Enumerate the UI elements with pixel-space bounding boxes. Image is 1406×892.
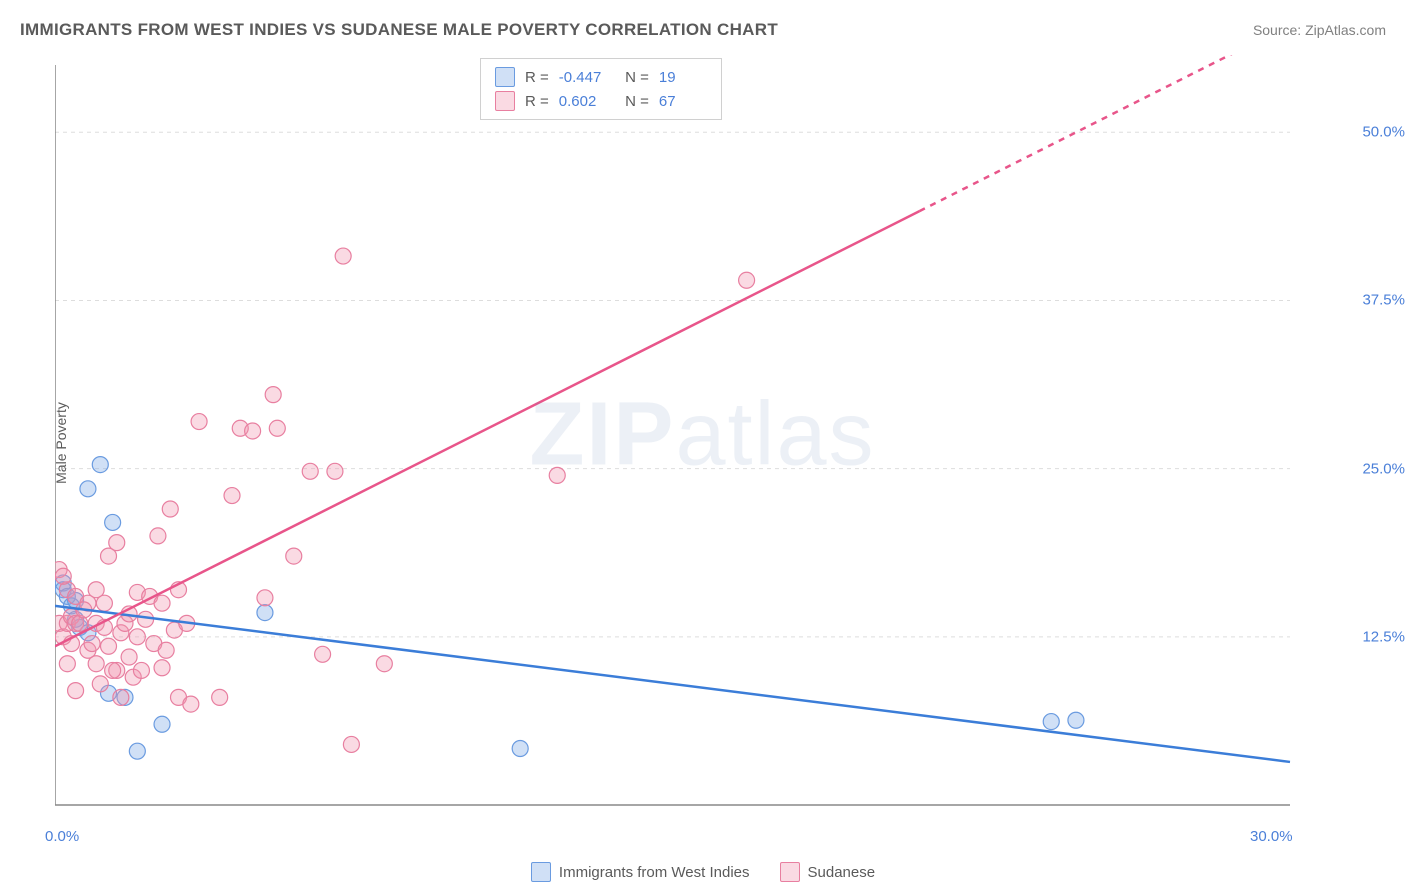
- sudanese-legend-swatch: [780, 862, 800, 882]
- west_indies-point: [1068, 712, 1084, 728]
- sudanese-point: [212, 689, 228, 705]
- stats-row-sudanese: R = 0.602 N = 67: [495, 89, 707, 113]
- header: IMMIGRANTS FROM WEST INDIES VS SUDANESE …: [20, 20, 1386, 40]
- west_indies-point: [1043, 714, 1059, 730]
- legend-item-sudanese: Sudanese: [780, 862, 876, 882]
- stats-row-west_indies: R = -0.447 N = 19: [495, 65, 707, 89]
- sudanese-point: [224, 488, 240, 504]
- sudanese-point: [96, 595, 112, 611]
- sudanese-point: [138, 611, 154, 627]
- y-tick-label: 25.0%: [1362, 460, 1405, 477]
- sudanese-point: [92, 676, 108, 692]
- sudanese-point: [129, 629, 145, 645]
- sudanese-point: [55, 568, 71, 584]
- y-axis-label: Male Poverty: [53, 402, 69, 484]
- x-tick-label: 0.0%: [45, 828, 79, 845]
- west_indies-point: [92, 457, 108, 473]
- legend-label: Sudanese: [808, 864, 876, 881]
- sudanese-point: [154, 595, 170, 611]
- sudanese-point: [315, 646, 331, 662]
- west_indies-point: [154, 716, 170, 732]
- west_indies-point: [257, 605, 273, 621]
- sudanese-point: [327, 463, 343, 479]
- sudanese-trend-line: [55, 211, 920, 646]
- y-tick-label: 50.0%: [1362, 124, 1405, 141]
- bottom-legend: Immigrants from West Indies Sudanese: [0, 862, 1406, 882]
- n-label: N =: [617, 93, 649, 110]
- y-tick-label: 12.5%: [1362, 628, 1405, 645]
- sudanese-point: [150, 528, 166, 544]
- r-value: 0.602: [559, 93, 607, 110]
- sudanese-point: [133, 662, 149, 678]
- sudanese-point: [162, 501, 178, 517]
- sudanese-point: [335, 248, 351, 264]
- sudanese-point: [183, 696, 199, 712]
- sudanese-point: [191, 414, 207, 430]
- legend-label: Immigrants from West Indies: [559, 864, 750, 881]
- sudanese-point: [84, 636, 100, 652]
- west_indies-point: [80, 481, 96, 497]
- sudanese-point: [269, 420, 285, 436]
- sudanese-point: [154, 660, 170, 676]
- west_indies-legend-swatch: [531, 862, 551, 882]
- chart-title: IMMIGRANTS FROM WEST INDIES VS SUDANESE …: [20, 20, 778, 40]
- sudanese-point: [245, 423, 261, 439]
- r-value: -0.447: [559, 69, 607, 86]
- sudanese-point: [286, 548, 302, 564]
- source-label: Source: ZipAtlas.com: [1253, 22, 1386, 38]
- sudanese-point: [343, 736, 359, 752]
- sudanese-point: [376, 656, 392, 672]
- n-value: 67: [659, 93, 707, 110]
- sudanese-point: [105, 662, 121, 678]
- west_indies-point: [129, 743, 145, 759]
- sudanese-point: [257, 590, 273, 606]
- sudanese-point: [302, 463, 318, 479]
- sudanese-point: [88, 656, 104, 672]
- sudanese-point: [109, 535, 125, 551]
- n-label: N =: [617, 69, 649, 86]
- sudanese-point: [59, 656, 75, 672]
- sudanese-point: [101, 638, 117, 654]
- sudanese-trend-line-dashed: [920, 55, 1291, 211]
- sudanese-swatch: [495, 91, 515, 111]
- sudanese-point: [549, 467, 565, 483]
- r-label: R =: [525, 69, 549, 86]
- legend-item-west_indies: Immigrants from West Indies: [531, 862, 750, 882]
- chart-area: Male Poverty 12.5%25.0%37.5%50.0% 0.0%30…: [55, 55, 1350, 815]
- sudanese-point: [265, 387, 281, 403]
- x-tick-label: 30.0%: [1250, 828, 1293, 845]
- scatter-plot: [55, 55, 1350, 815]
- west_indies-swatch: [495, 67, 515, 87]
- sudanese-point: [739, 272, 755, 288]
- y-tick-label: 37.5%: [1362, 292, 1405, 309]
- stats-legend-box: R = -0.447 N = 19R = 0.602 N = 67: [480, 58, 722, 120]
- sudanese-point: [121, 649, 137, 665]
- west_indies-point: [512, 740, 528, 756]
- west_indies-trend-line: [55, 606, 1290, 762]
- west_indies-point: [105, 514, 121, 530]
- sudanese-point: [158, 642, 174, 658]
- n-value: 19: [659, 69, 707, 86]
- sudanese-point: [113, 689, 129, 705]
- r-label: R =: [525, 93, 549, 110]
- sudanese-point: [68, 683, 84, 699]
